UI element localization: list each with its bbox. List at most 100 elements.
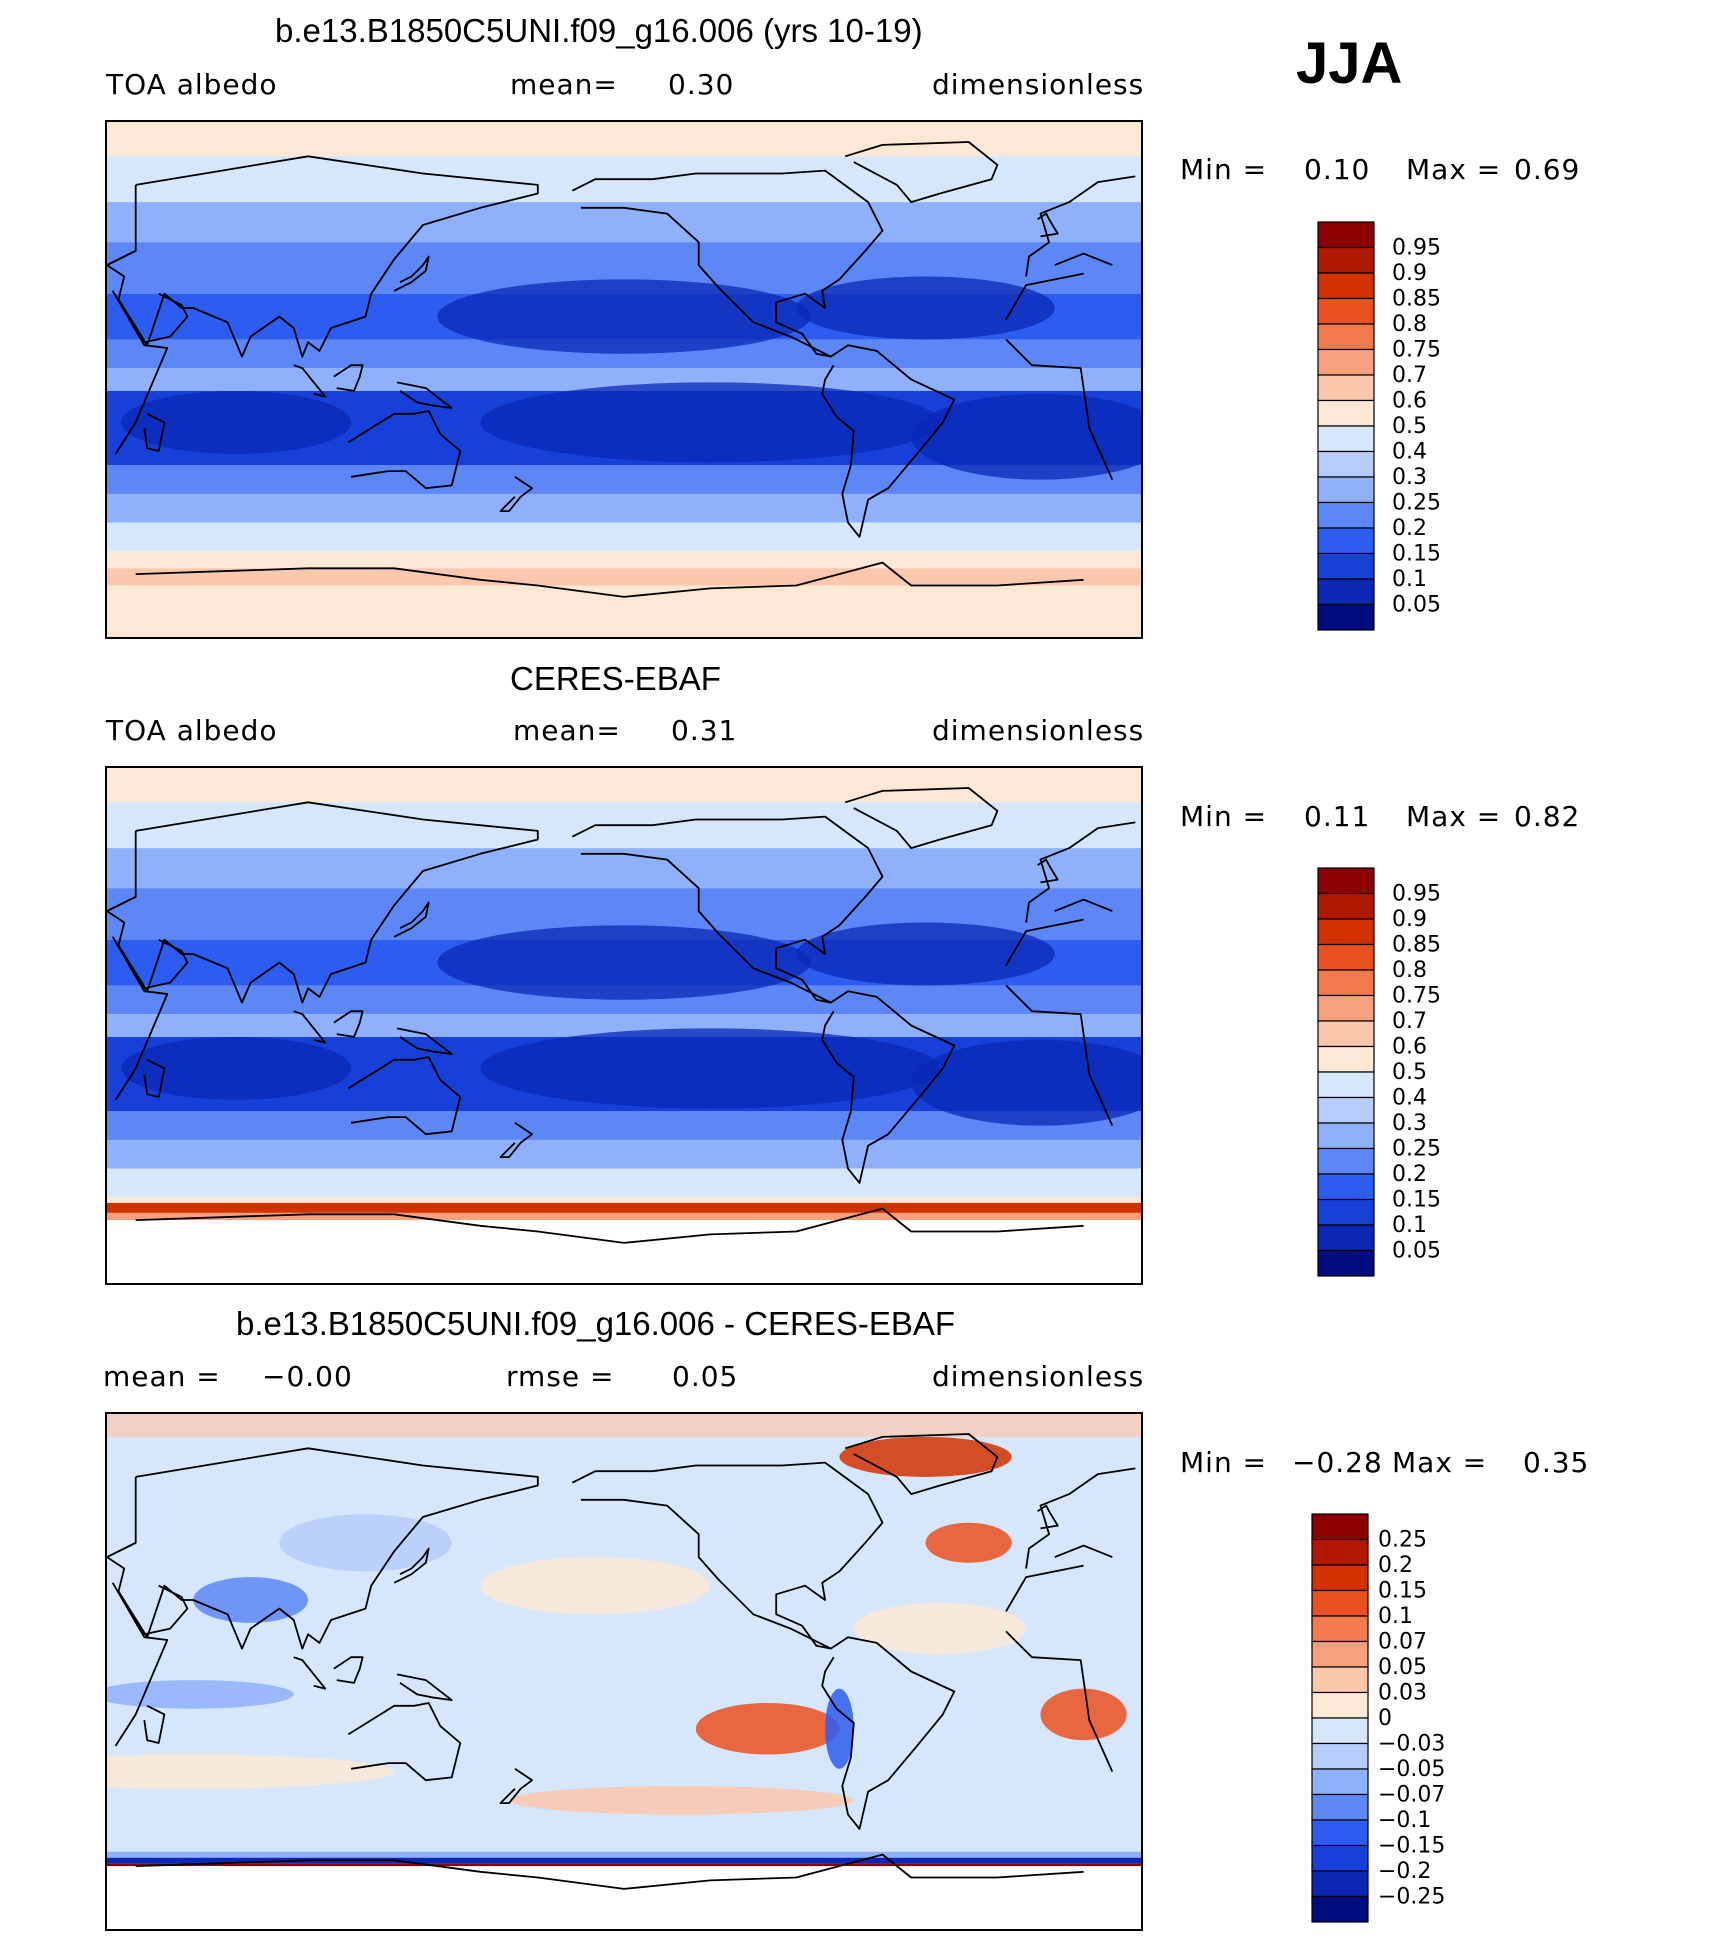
coastline-asia — [107, 801, 539, 1004]
colorbar-swatch — [1317, 527, 1375, 555]
colorbar-tick-label: 0.2 — [1392, 1162, 1427, 1187]
coastline-australia — [347, 410, 462, 490]
coastline-namerica — [571, 169, 884, 358]
panel-3-map — [105, 1412, 1143, 1931]
panel-2-max-label: Max = — [1406, 800, 1502, 833]
panel-3-units-label: dimensionless — [932, 1360, 1145, 1393]
panel-3-mean-value: −0.00 — [262, 1360, 353, 1393]
coastline-asia — [107, 1447, 539, 1650]
colorbar-swatch — [1317, 552, 1375, 580]
colorbar-tick-label: 0.2 — [1392, 516, 1427, 541]
coastline-borneo — [333, 1010, 364, 1038]
panel-3-map-field — [107, 1414, 1141, 1929]
panel-2-mean-label: mean= — [513, 714, 621, 747]
colorbar-swatch — [1317, 603, 1375, 631]
colorbar-tick-label: 0.15 — [1392, 1188, 1441, 1213]
map-field-layer — [107, 1414, 1141, 1929]
colorbar-tick-label: 0.15 — [1392, 542, 1441, 567]
colorbar-tick-label: 0.3 — [1392, 465, 1427, 490]
colorbar-swatch — [1311, 1564, 1369, 1592]
coastline-africa — [111, 1564, 1114, 1772]
colorbar-swatch — [1317, 1224, 1375, 1252]
colorbar-swatch — [1317, 1122, 1375, 1150]
colorbar-swatch — [1317, 476, 1375, 504]
coastline-arabia — [117, 292, 189, 344]
colorbar-tick-label: −0.25 — [1378, 1885, 1445, 1910]
colorbar-swatch — [1317, 1096, 1375, 1124]
coastline-antarctica — [135, 1207, 1084, 1244]
panel-1-map-field — [107, 122, 1141, 637]
colorbar-swatch — [1317, 272, 1375, 300]
colorbar-tick-label: 0.4 — [1392, 1086, 1427, 1111]
coastline-antarctica — [135, 1853, 1084, 1890]
coastline-greenland — [844, 1433, 999, 1495]
panel-2-map-field — [107, 768, 1141, 1283]
season-label: JJA — [1296, 31, 1403, 96]
colorbar-swatch — [1311, 1895, 1369, 1923]
colorbar-swatch — [1311, 1589, 1369, 1617]
panel-3-max-value: 0.35 — [1523, 1446, 1590, 1479]
colorbar-tick-label: 0.6 — [1392, 389, 1427, 414]
colorbar-tick-label: 0.6 — [1392, 1035, 1427, 1060]
coastline-borneo — [333, 1656, 364, 1684]
colorbar-tick-label: −0.03 — [1378, 1732, 1445, 1757]
coastline-layer — [107, 787, 1136, 1244]
colorbar-tick-label: 0.03 — [1378, 1681, 1427, 1706]
colorbar-swatch — [1317, 867, 1375, 895]
colorbar-swatch — [1317, 501, 1375, 529]
colorbar-tick-label: 0.75 — [1392, 338, 1441, 363]
colorbar-tick-label: 0.9 — [1392, 261, 1427, 286]
colorbar-tick-label: −0.2 — [1378, 1859, 1431, 1884]
panel-2-units-label: dimensionless — [932, 714, 1145, 747]
colorbar-swatch — [1317, 246, 1375, 274]
panel-3-title: b.e13.B1850C5UNI.f09_g16.006 - CERES-EBA… — [236, 1305, 956, 1342]
panel-1-colorbar: 0.95 0.9 0.85 0.8 0.75 0.7 0.6 0.5 0.4 0.3 0.25 0.2… — [1316, 220, 1441, 631]
panel-2-min-value: 0.11 — [1304, 800, 1371, 833]
colorbar-swatch — [1317, 578, 1375, 606]
colorbar-tick-label: 0.85 — [1392, 933, 1441, 958]
colorbar-swatch — [1317, 1147, 1375, 1175]
colorbar-swatch — [1317, 374, 1375, 402]
panel-2-colorbar-svg: 0.950.90.850.80.750.70.60.50.40.30.250.2… — [1317, 867, 1441, 1277]
panel-3-rmse-value: 0.05 — [672, 1360, 739, 1393]
colorbar-swatch — [1317, 969, 1375, 997]
colorbar-tick-label: 0.3 — [1392, 1111, 1427, 1136]
colorbar-swatch — [1311, 1793, 1369, 1821]
colorbar-tick-label: 0.1 — [1392, 567, 1427, 592]
coastline-greenland — [844, 141, 999, 203]
panel-3-colorbar: 0.25 0.2 0.15 0.1 0.07 0.05 0.03 0 −0.03 −0.05 −0.… — [1310, 1512, 1450, 1923]
colorbar-swatch — [1311, 1513, 1369, 1541]
coastline-greenland — [844, 787, 999, 849]
colorbar-swatch — [1311, 1615, 1369, 1643]
colorbar-tick-label: 0.25 — [1392, 491, 1441, 516]
colorbar-tick-label: 0.8 — [1392, 312, 1427, 337]
coastline-australia — [347, 1702, 462, 1782]
colorbar-swatch — [1317, 348, 1375, 376]
coastline-samerica — [821, 990, 956, 1184]
colorbar-tick-label: 0.9 — [1392, 907, 1427, 932]
panel-1-max-value: 0.69 — [1514, 153, 1581, 186]
panel-1-map — [105, 120, 1143, 639]
colorbar-swatch — [1317, 892, 1375, 920]
coastline-nz — [499, 1122, 533, 1158]
coastline-antarctica — [135, 561, 1084, 598]
colorbar-tick-label: 0.7 — [1392, 363, 1427, 388]
colorbar-tick-label: −0.15 — [1378, 1834, 1445, 1859]
colorbar-swatch — [1317, 943, 1375, 971]
colorbar-swatch — [1311, 1819, 1369, 1847]
coastline-japan — [393, 255, 430, 292]
coastline-samerica — [821, 1636, 956, 1830]
colorbar-swatch — [1317, 994, 1375, 1022]
colorbar-swatch — [1317, 450, 1375, 478]
colorbar-swatch — [1317, 1071, 1375, 1099]
colorbar-tick-label: −0.07 — [1378, 1783, 1445, 1808]
colorbar-tick-label: 0.25 — [1378, 1528, 1427, 1553]
colorbar-swatch — [1317, 323, 1375, 351]
colorbar-tick-label: 0.07 — [1378, 1630, 1427, 1655]
colorbar-tick-label: 0.95 — [1392, 236, 1441, 261]
panel-1-colorbar-svg: 0.950.90.850.80.750.70.60.50.40.30.250.2… — [1317, 221, 1441, 631]
panel-3-min-label: Min = — [1180, 1446, 1268, 1479]
panel-3-mean-label: mean = — [103, 1360, 221, 1393]
coastline-newguinea — [396, 1673, 453, 1701]
colorbar-tick-label: −0.05 — [1378, 1757, 1445, 1782]
